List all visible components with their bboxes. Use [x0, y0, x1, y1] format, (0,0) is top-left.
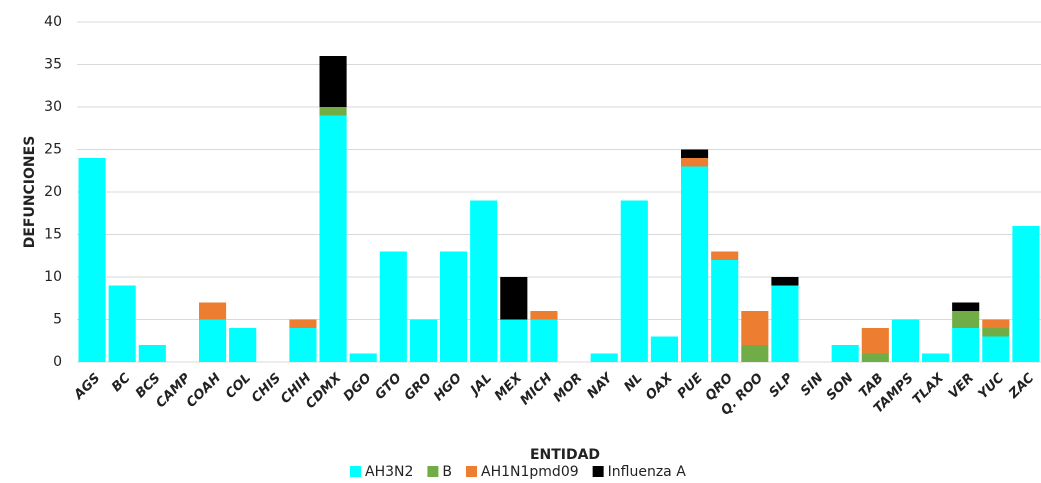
- bar-segment: [530, 311, 558, 320]
- legend: AH3N2 B AH1N1pmd09 Influenza A: [350, 464, 686, 480]
- bar-segment: [650, 336, 678, 362]
- x-tick-label: ZAC: [1006, 370, 1038, 402]
- bar-segment: [982, 336, 1010, 362]
- bar-segment: [620, 200, 648, 362]
- bar-segment: [138, 345, 166, 362]
- bar-segment: [771, 277, 799, 286]
- x-tick-label: VER: [946, 371, 977, 402]
- x-tick-label: SON: [824, 371, 857, 404]
- bar-segment: [952, 328, 980, 362]
- legend-swatch: [427, 466, 439, 477]
- y-tick-label: 35: [44, 57, 62, 73]
- x-tick-label: MICH: [518, 371, 556, 409]
- bar-segment: [199, 302, 227, 320]
- x-tick-label: MOR: [551, 371, 586, 406]
- x-tick-label: DGO: [341, 371, 375, 405]
- bar-segment: [952, 302, 980, 311]
- bar-segment: [741, 311, 769, 345]
- bar-segment: [1012, 226, 1040, 362]
- x-axis-title: ENTIDAD: [530, 447, 600, 463]
- y-tick-label: 40: [44, 14, 62, 30]
- bar-segment: [319, 56, 347, 107]
- bar-segment: [349, 353, 377, 362]
- y-tick-label: 30: [44, 99, 62, 115]
- x-tick-label: CDMX: [303, 370, 345, 412]
- bar-segment: [861, 328, 889, 354]
- bar-segment: [289, 319, 317, 328]
- bar-segment: [681, 158, 709, 167]
- x-tick-label: SLP: [766, 370, 796, 400]
- bar-segment: [831, 345, 859, 362]
- y-axis-title: DEFUNCIONES: [22, 136, 38, 249]
- y-tick-label: 5: [53, 312, 62, 328]
- bar-segment: [409, 319, 437, 362]
- bar-segment: [952, 311, 980, 328]
- x-tick-label: AGS: [71, 371, 104, 404]
- bar-segment: [319, 115, 347, 362]
- bar-segment: [741, 345, 769, 362]
- x-tick-label: CHIS: [249, 371, 284, 406]
- x-tick-label: PUE: [675, 371, 706, 402]
- bar-segment: [108, 285, 136, 362]
- bar-segment: [319, 107, 347, 116]
- y-tick-label: 15: [44, 227, 62, 243]
- y-tick-label: 10: [44, 269, 62, 285]
- bar-segment: [289, 328, 317, 362]
- bar-segment: [982, 328, 1010, 337]
- x-tick-label: NL: [621, 371, 645, 395]
- bar-segment: [982, 319, 1010, 328]
- x-tick-label: GTO: [373, 371, 405, 403]
- legend-label: AH3N2: [365, 464, 413, 480]
- bar-segment: [681, 149, 709, 158]
- x-tick-label: OAX: [643, 370, 676, 403]
- y-tick-label: 0: [53, 354, 62, 370]
- x-tick-label: TLAX: [910, 370, 948, 408]
- legend-label: Influenza A: [608, 464, 687, 480]
- x-tick-label: NAY: [584, 370, 616, 402]
- bar-segment: [711, 260, 739, 362]
- x-tick-label: HGO: [431, 371, 465, 405]
- x-tick-label: SIN: [798, 371, 826, 399]
- legend-swatch: [592, 466, 604, 477]
- bar-segment: [681, 166, 709, 362]
- bar-segment: [861, 353, 889, 362]
- legend-swatch: [466, 466, 478, 477]
- x-tick-label: GRO: [402, 371, 435, 404]
- legend-label: AH1N1pmd09: [481, 464, 579, 480]
- bar-segment: [500, 277, 528, 320]
- bar-segment: [771, 285, 799, 362]
- y-tick-label: 25: [44, 142, 62, 158]
- bar-segment: [590, 353, 618, 362]
- bar-segment: [440, 251, 468, 362]
- bar-segment: [891, 319, 919, 362]
- bar-segment: [229, 328, 257, 362]
- x-tick-label: COAH: [184, 371, 224, 411]
- bar-segment: [922, 353, 950, 362]
- bar-segment: [530, 319, 558, 362]
- x-tick-label: JAL: [466, 371, 495, 400]
- legend-swatch: [350, 466, 361, 477]
- x-tick-label: BC: [109, 370, 134, 395]
- x-tick-label: YUC: [976, 370, 1008, 402]
- bar-segment: [500, 319, 528, 362]
- bar-segment: [78, 158, 106, 362]
- legend-label: B: [442, 464, 452, 480]
- y-tick-label: 20: [44, 184, 62, 200]
- x-tick-label: COL: [223, 371, 254, 402]
- bar-segment: [379, 251, 407, 362]
- bar-segment: [470, 200, 498, 362]
- bar-segment: [199, 319, 227, 362]
- bar-segment: [711, 251, 739, 260]
